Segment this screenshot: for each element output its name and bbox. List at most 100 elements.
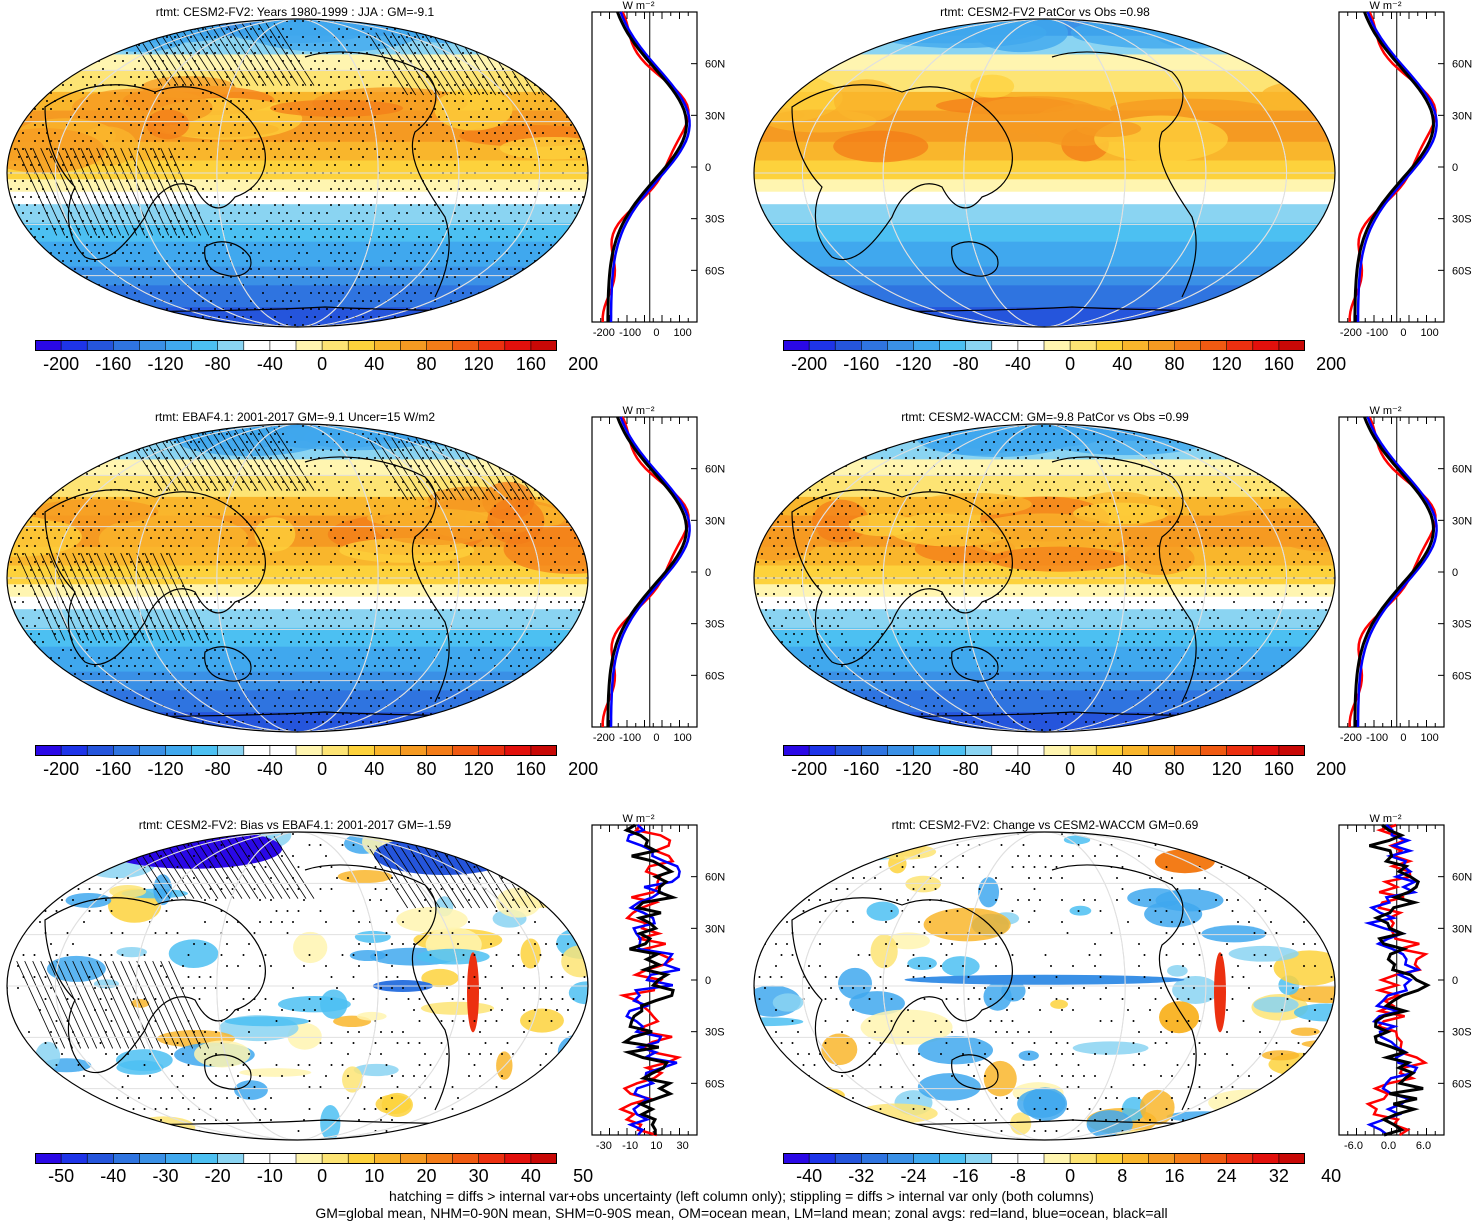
stipple-dot	[554, 449, 556, 451]
stipple-dot	[242, 657, 244, 659]
stipple-dot	[494, 585, 496, 587]
stipple-dot	[378, 108, 380, 110]
stipple-dot	[1217, 441, 1219, 443]
stipple-dot	[414, 196, 416, 198]
stipple-dot	[278, 244, 280, 246]
stipple-dot	[250, 561, 252, 563]
stipple-dot	[202, 593, 204, 595]
stipple-dot	[961, 425, 963, 427]
stipple-dot	[366, 473, 368, 475]
stipple-dot	[390, 20, 392, 22]
stipple-dot	[262, 665, 264, 667]
stipple-dot	[142, 425, 144, 427]
stipple-dot	[1217, 425, 1219, 427]
stipple-dot	[1309, 481, 1311, 483]
stipple-dot	[18, 156, 20, 158]
stipple-dot	[470, 617, 472, 619]
stipple-dot	[6, 36, 8, 38]
stipple-dot	[294, 148, 296, 150]
stipple-dot	[362, 721, 364, 723]
stipple-dot	[510, 164, 512, 166]
stipple-dot	[298, 236, 300, 238]
stipple-dot	[190, 52, 192, 54]
stipple-dot	[546, 188, 548, 190]
stipple-dot	[198, 52, 200, 54]
stipple-dot	[394, 545, 396, 547]
stipple-dot	[446, 505, 448, 507]
stipple-dot	[510, 292, 512, 294]
stipple-dot	[330, 300, 332, 302]
stipple-dot	[30, 633, 32, 635]
stipple-dot	[218, 236, 220, 238]
stipple-dot	[546, 705, 548, 707]
stipple-dot	[446, 196, 448, 198]
stipple-dot	[570, 657, 572, 659]
stipple-dot	[6, 308, 8, 310]
stipple-dot	[70, 244, 72, 246]
stipple-dot	[402, 300, 404, 302]
stipple-dot	[186, 108, 188, 110]
stipple-dot	[130, 561, 132, 563]
stipple-dot	[1297, 473, 1299, 475]
stipple-dot	[230, 569, 232, 571]
stipple-dot	[518, 457, 520, 459]
stipple-dot	[50, 449, 52, 451]
stipple-dot	[6, 20, 8, 22]
stipple-dot	[522, 689, 524, 691]
stipple-dot	[390, 537, 392, 539]
stipple-dot	[1037, 433, 1039, 435]
stipple-dot	[22, 324, 24, 326]
stipple-dot	[454, 537, 456, 539]
stipple-dot	[222, 553, 224, 555]
stipple-dot	[450, 449, 452, 451]
stipple-dot	[90, 465, 92, 467]
stipple-dot	[354, 124, 356, 126]
stipple-dot	[14, 697, 16, 699]
stipple-dot	[398, 569, 400, 571]
stipple-dot	[1165, 449, 1167, 451]
stipple-dot	[538, 284, 540, 286]
stipple-dot	[462, 84, 464, 86]
stipple-dot	[1261, 449, 1263, 451]
stipple-dot	[90, 76, 92, 78]
stipple-dot	[430, 292, 432, 294]
stipple-dot	[22, 244, 24, 246]
stipple-dot	[94, 665, 96, 667]
stipple-dot	[482, 641, 484, 643]
stipple-dot	[546, 204, 548, 206]
stipple-dot	[50, 140, 52, 142]
stipple-dot	[1013, 465, 1015, 467]
stipple-dot	[50, 689, 52, 691]
stipple-dot	[26, 28, 28, 30]
field-blob	[31, 499, 159, 524]
stipple-dot	[406, 457, 408, 459]
stipple-dot	[809, 425, 811, 427]
stipple-dot	[50, 44, 52, 46]
stipple-dot	[474, 156, 476, 158]
stipple-dot	[250, 204, 252, 206]
stipple-dot	[510, 132, 512, 134]
stipple-dot	[454, 276, 456, 278]
stipple-dot	[74, 545, 76, 547]
stipple-dot	[214, 324, 216, 326]
stipple-dot	[334, 585, 336, 587]
stipple-dot	[318, 180, 320, 182]
stipple-dot	[350, 196, 352, 198]
stipple-dot	[230, 601, 232, 603]
stipple-dot	[246, 36, 248, 38]
stipple-dot	[82, 156, 84, 158]
stipple-dot	[34, 545, 36, 547]
stipple-dot	[58, 497, 60, 499]
stipple-dot	[54, 489, 56, 491]
stipple-dot	[526, 276, 528, 278]
stipple-dot	[474, 433, 476, 435]
stipple-dot	[294, 244, 296, 246]
stipple-dot	[418, 284, 420, 286]
stipple-dot	[298, 204, 300, 206]
stipple-dot	[462, 713, 464, 715]
stipple-dot	[18, 561, 20, 563]
stipple-dot	[422, 457, 424, 459]
stipple-dot	[330, 449, 332, 451]
stipple-dot	[66, 545, 68, 547]
stipple-dot	[450, 497, 452, 499]
